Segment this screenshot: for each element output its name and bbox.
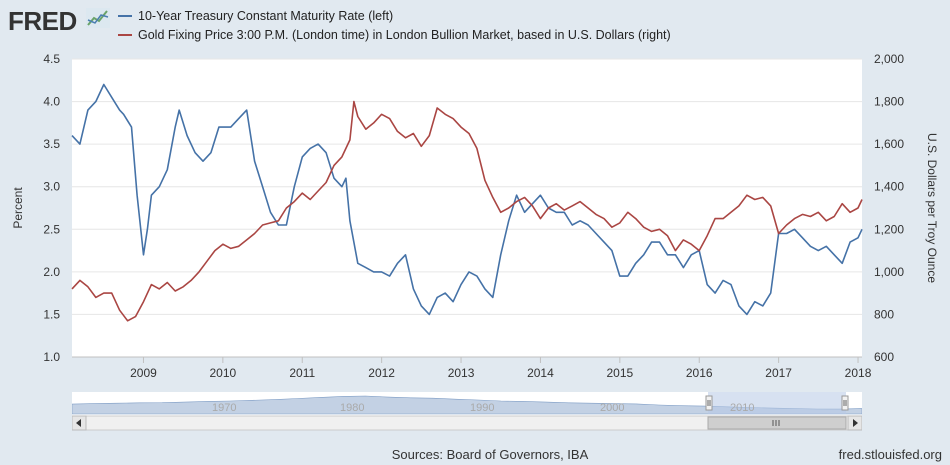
scrollbar-grip-icon	[772, 420, 780, 426]
y-left-tick-label: 1.5	[43, 307, 60, 321]
scrollbar-thumb[interactable]	[707, 416, 847, 430]
axes: 1.0 1.5 2.0 2.5 3.0 3.5 4.0 4.5 600 800 1,000 1,200…	[11, 52, 939, 380]
x-tick-label: 2018	[845, 366, 872, 380]
x-tick-label: 2016	[686, 366, 713, 380]
navigator-label: 2000	[600, 402, 624, 414]
legend-label-treasury: 10-Year Treasury Constant Maturity Rate …	[138, 9, 394, 23]
legend-label-gold: Gold Fixing Price 3:00 P.M. (London time…	[138, 28, 671, 42]
series-line-treasury	[71, 83, 863, 316]
navigator-left-handle[interactable]	[705, 395, 713, 411]
scroll-right-arrow-icon	[853, 419, 858, 427]
sources-note: Sources: Board of Governors, IBA	[391, 447, 589, 462]
y-left-tick-label: 3.0	[43, 180, 60, 194]
range-navigator[interactable]: 1970 1980 1990 2000 2010	[72, 392, 862, 432]
x-tick-label: 2017	[765, 366, 792, 380]
series-layer	[71, 83, 863, 322]
y-left-tick-label: 2.0	[43, 265, 60, 279]
x-tick-label: 2011	[289, 366, 315, 380]
navigator-year-labels: 1970 1980 1990 2000 2010	[212, 402, 754, 414]
fred-graph-icon	[86, 8, 110, 28]
y-right-tick-label: 2,000	[874, 52, 904, 66]
legend-swatch-gold	[118, 34, 132, 36]
navigator-label: 1970	[212, 402, 236, 414]
navigator-label: 1980	[340, 402, 364, 414]
x-tick-label: 2013	[448, 366, 475, 380]
y-left-tick-label: 1.0	[43, 350, 60, 364]
navigator-right-handle[interactable]	[841, 395, 849, 411]
x-tick-label: 2009	[130, 366, 157, 380]
x-tick-label: 2014	[527, 366, 554, 380]
y-right-tick-label: 1,800	[874, 95, 904, 109]
line-chart: 1.0 1.5 2.0 2.5 3.0 3.5 4.0 4.5 600 800 1,000 1,200…	[11, 52, 939, 380]
series-line-gold	[71, 100, 863, 322]
x-tick-label: 2015	[606, 366, 633, 380]
y-right-tick-label: 1,200	[874, 222, 904, 236]
navigator-label: 1990	[470, 402, 494, 414]
fred-logo[interactable]: FRED	[8, 6, 77, 36]
chart-header: FRED 10-Year Treasury Constant Maturity …	[0, 0, 950, 48]
scrollbar-track[interactable]	[72, 415, 862, 431]
scroll-left-arrow-icon	[76, 419, 81, 427]
y-left-axis-title: Percent	[11, 187, 25, 229]
legend-item-treasury[interactable]: 10-Year Treasury Constant Maturity Rate …	[118, 8, 393, 24]
y-right-tick-label: 600	[874, 350, 894, 364]
source-url[interactable]: fred.stlouisfed.org	[838, 447, 942, 462]
y-right-tick-label: 1,000	[874, 265, 904, 279]
y-right-tick-label: 1,400	[874, 180, 904, 194]
y-left-tick-label: 2.5	[43, 222, 60, 236]
legend-swatch-treasury	[118, 15, 132, 17]
legend-item-gold[interactable]: Gold Fixing Price 3:00 P.M. (London time…	[118, 27, 671, 43]
x-tick-label: 2012	[368, 366, 395, 380]
plot-area	[72, 59, 862, 357]
y-left-tick-label: 3.5	[43, 137, 60, 151]
x-tick-label: 2010	[210, 366, 237, 380]
navigator-label: 2010	[730, 402, 754, 414]
y-left-tick-label: 4.0	[43, 95, 60, 109]
y-right-axis-title: U.S. Dollars per Troy Ounce	[925, 133, 939, 283]
y-right-tick-label: 800	[874, 307, 894, 321]
y-left-tick-label: 4.5	[43, 52, 60, 66]
navigator-selected-range[interactable]	[708, 392, 846, 414]
y-right-tick-label: 1,600	[874, 137, 904, 151]
